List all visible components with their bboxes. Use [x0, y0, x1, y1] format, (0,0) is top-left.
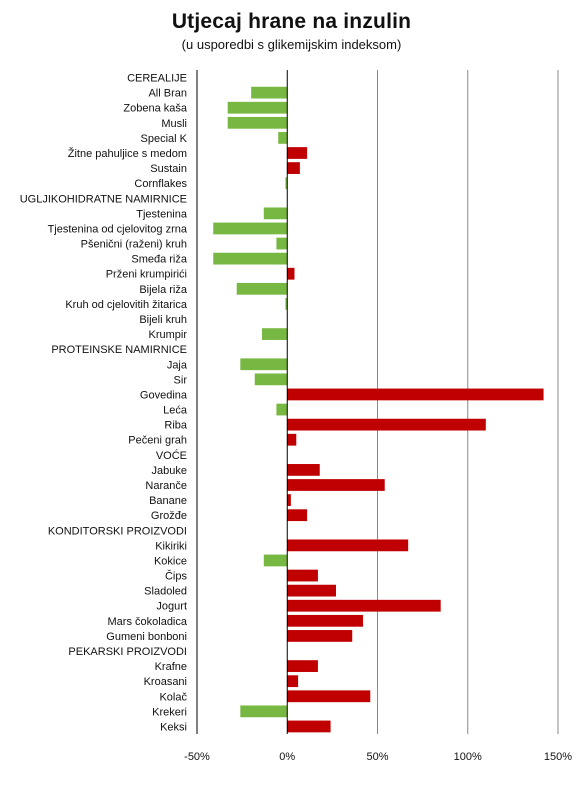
- bar: [213, 252, 288, 265]
- bar: [287, 660, 318, 672]
- bar: [263, 554, 288, 567]
- x-tick-label: 100%: [454, 751, 482, 763]
- bar: [278, 132, 288, 144]
- category-label: Krafne: [155, 661, 187, 673]
- bar: [287, 494, 291, 506]
- bar: [213, 222, 288, 235]
- category-label: Grožđe: [151, 510, 187, 522]
- bar: [227, 116, 288, 129]
- bar: [227, 101, 288, 114]
- chart-subtitle: (u usporedbi s glikemijskim indeksom): [181, 37, 402, 52]
- x-tick-label: 150%: [544, 751, 572, 763]
- category-label: Smeđa riža: [131, 254, 188, 266]
- category-label: Zobena kaša: [123, 103, 187, 115]
- bar: [287, 690, 371, 703]
- category-label: Special K: [141, 133, 188, 145]
- chart-title: Utjecaj hrane na inzulin: [171, 10, 412, 33]
- category-label: Govedina: [140, 389, 188, 401]
- bar: [287, 539, 409, 552]
- bar: [287, 599, 441, 612]
- category-label: Pšenični (raženi) kruh: [81, 239, 187, 251]
- category-label: Kikiriki: [155, 540, 187, 552]
- bar: [287, 720, 331, 733]
- category-label: Sladoled: [144, 586, 187, 598]
- tick-labels: -50% 0% 50% 100% 150%: [184, 751, 572, 763]
- category-labels: CEREALIJE All Bran Zobena kaša Musli Special…: [20, 73, 188, 734]
- category-label: Cornflakes: [134, 178, 187, 190]
- category-label: All Bran: [148, 88, 187, 100]
- category-label: Riba: [164, 420, 188, 432]
- bar: [276, 237, 288, 250]
- category-label: Mars čokoladica: [108, 616, 188, 628]
- bar: [285, 298, 288, 310]
- bar: [263, 207, 288, 220]
- category-label: Sir: [174, 374, 188, 386]
- category-label: Krekeri: [152, 706, 187, 718]
- category-label: PEKARSKI PROIZVODI: [68, 646, 187, 658]
- category-label: Prženi krumpirići: [106, 269, 187, 281]
- bar: [287, 162, 300, 174]
- category-label: Jogurt: [156, 601, 187, 613]
- category-label: VOĆE: [156, 449, 187, 462]
- category-label: Kroasani: [144, 676, 187, 688]
- category-label: Banane: [149, 495, 187, 507]
- category-label: Kolač: [159, 691, 187, 703]
- bar: [287, 509, 308, 522]
- category-label: Musli: [161, 118, 187, 130]
- bar: [287, 433, 297, 446]
- category-label: Bijeli kruh: [139, 314, 187, 326]
- bars: [213, 86, 544, 733]
- x-tick-label: 50%: [366, 751, 388, 763]
- category-label: Kokice: [154, 555, 187, 567]
- bar: [287, 267, 295, 280]
- category-label: KONDITORSKI PROIZVODI: [48, 525, 187, 537]
- category-label: Krumpir: [148, 329, 187, 341]
- category-label: PROTEINSKE NAMIRNICE: [51, 344, 187, 356]
- bar: [240, 358, 288, 371]
- bar: [254, 373, 288, 386]
- category-label: Naranče: [145, 480, 187, 492]
- bar: [287, 388, 544, 401]
- bar: [287, 479, 385, 491]
- category-label: Keksi: [160, 721, 187, 733]
- bar: [276, 403, 288, 416]
- category-label: Žitne pahuljice s medom: [68, 147, 187, 160]
- bar: [287, 584, 336, 597]
- bar: [287, 614, 364, 627]
- gridlines: [196, 70, 559, 734]
- category-label: Kruh od cjelovitih žitarica: [65, 299, 188, 311]
- category-label: Leća: [163, 405, 188, 417]
- x-tick-label: -50%: [184, 751, 210, 763]
- axes: [196, 70, 288, 734]
- bar: [287, 464, 320, 476]
- category-label: Sustain: [150, 163, 187, 175]
- bar: [240, 705, 288, 718]
- category-label: Pečeni grah: [128, 435, 187, 447]
- bar: [287, 675, 299, 688]
- category-label: Jabuke: [152, 465, 187, 477]
- category-label: Čips: [165, 570, 188, 583]
- bar: [251, 86, 288, 99]
- category-label: CEREALIJE: [127, 73, 187, 85]
- bar: [287, 630, 353, 642]
- bar: [236, 282, 288, 295]
- bar: [287, 569, 318, 582]
- category-label: UGLJIKOHIDRATNE NAMIRNICE: [20, 193, 187, 205]
- category-label: Gumeni bonboni: [106, 631, 187, 643]
- x-tick-label: 0%: [279, 751, 295, 763]
- category-label: Tjestenina: [136, 208, 188, 220]
- bar: [287, 147, 308, 159]
- bar: [261, 328, 288, 340]
- bar: [287, 418, 486, 431]
- category-label: Bijela riža: [139, 284, 188, 296]
- bar: [285, 177, 288, 190]
- category-label: Tjestenina od cjelovitog zrna: [48, 223, 188, 235]
- category-label: Jaja: [167, 359, 188, 371]
